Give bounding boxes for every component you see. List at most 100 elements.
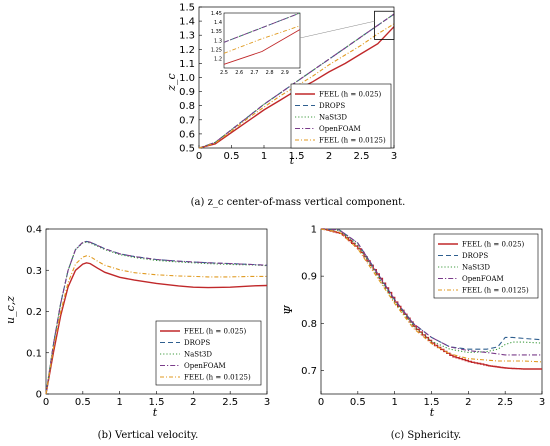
y-tick-label: 1.2 — [179, 45, 195, 56]
panel-b: 0 0.5 1 1.5 2 2.5 3 0 0.1 0.2 0.3 0.4 FEEL (h = 0.0… — [4, 225, 270, 442]
y-tick-label: 1.4 — [179, 17, 195, 28]
panel-c-ylabel: Ψ — [282, 305, 295, 315]
y-tick-label: 1.0 — [179, 73, 195, 84]
panel-a-xlabel: t — [290, 154, 295, 167]
y-tick-label: 0.8 — [301, 319, 317, 330]
series-line — [321, 228, 542, 370]
inset-series-line — [223, 29, 301, 65]
inset-x-tick: 3 — [298, 70, 301, 76]
legend-label: OpenFOAM — [462, 275, 504, 283]
panel-b-ticks: 0 0.5 1 1.5 2 2.5 3 0 0.1 0.2 0.3 0.4 — [26, 225, 270, 409]
inset-y-tick: 1.3 — [214, 38, 222, 44]
legend-label: FEEL (h = 0.025) — [462, 241, 525, 249]
y-tick-label: 0.9 — [301, 272, 317, 283]
y-tick-label: 0.2 — [26, 307, 42, 318]
series-line — [198, 23, 395, 149]
panel-c: 0 0.5 1 1.5 2 2.5 3 0.7 0.8 0.9 1 FEEL (h = 0.025)… — [282, 225, 545, 442]
legend-label: DROPS — [319, 102, 345, 110]
legend-label: DROPS — [184, 339, 210, 347]
inset-x-tick: 2.9 — [281, 70, 289, 76]
inset-y-tick: 1.4 — [214, 20, 222, 26]
x-tick-label: 3 — [391, 151, 397, 162]
panel-c-legend: FEEL (h = 0.025) DROPS NaSt3D OpenFOAM FEEL … — [433, 233, 539, 299]
y-tick-label: 1.3 — [179, 31, 195, 42]
y-tick-label: 0.8 — [179, 101, 195, 112]
panel-c-caption: (c) Sphericity. — [391, 430, 462, 441]
x-tick-label: 3 — [264, 397, 270, 408]
x-tick-label: 1.5 — [149, 397, 165, 408]
series-line — [320, 228, 542, 356]
x-tick-label: 1.5 — [289, 151, 305, 162]
legend-label: NaSt3D — [184, 351, 212, 359]
x-tick-label: 2 — [465, 397, 471, 408]
x-tick-label: 0.5 — [75, 397, 91, 408]
y-tick-label: 0 — [36, 390, 42, 401]
panel-b-caption: (b) Vertical velocity. — [98, 430, 199, 441]
x-tick-label: 2 — [326, 151, 332, 162]
x-tick-label: 1 — [116, 397, 122, 408]
x-tick-label: 0 — [196, 151, 202, 162]
x-tick-label: 1 — [391, 397, 397, 408]
series-line — [45, 255, 267, 395]
legend-label: FEEL (h = 0.0125) — [184, 374, 251, 382]
x-tick-label: 3 — [539, 397, 545, 408]
zoom-connector — [299, 20, 375, 39]
x-tick-label: 2.5 — [497, 397, 513, 408]
x-tick-label: 2.5 — [222, 397, 238, 408]
series-line — [198, 13, 395, 149]
x-tick-label: 0.5 — [224, 151, 240, 162]
series-line — [45, 240, 268, 395]
legend-label: NaSt3D — [319, 114, 347, 122]
x-tick-label: 1 — [261, 151, 267, 162]
y-tick-label: 0.7 — [179, 115, 195, 126]
panel-c-xlabel: t — [430, 406, 435, 419]
y-tick-label: 0.7 — [301, 366, 317, 377]
y-tick-label: 0.5 — [179, 144, 195, 155]
x-tick-label: 0.5 — [350, 397, 366, 408]
inset-x-tick: 2.8 — [266, 70, 274, 76]
inset-y-tick: 1.25 — [211, 47, 222, 53]
zoom-box — [374, 10, 395, 40]
inset-x-tick: 2.5 — [220, 70, 228, 76]
panel-b-series — [45, 240, 268, 395]
panel-a-ticks: 0 0.5 1 1.5 2 2.5 30.50.60.70.80.91.01.11.21.3… — [179, 3, 397, 163]
inset-frame — [223, 12, 301, 69]
y-tick-label: 0.3 — [26, 266, 42, 277]
y-tick-label: 0.6 — [179, 129, 195, 140]
panel-a-legend: FEEL (h = 0.025) DROPS NaSt3D OpenFOAM FEEL … — [290, 83, 392, 149]
panel-a-caption: (a) z_c center-of-mass vertical componen… — [191, 197, 406, 208]
y-tick-label: 1 — [311, 225, 317, 236]
x-tick-label: 0 — [318, 397, 324, 408]
legend-label: OpenFOAM — [319, 125, 361, 133]
x-tick-label: 2.5 — [354, 151, 370, 162]
series-line — [198, 13, 395, 149]
panel-a-inset: 2.5 2.6 2.7 2.8 2.9 3 1.2 1.25 1.3 1.35 1.4 1.45 — [211, 10, 395, 76]
panel-b-ylabel: u_c,z — [4, 296, 17, 324]
x-tick-label: 1.5 — [424, 397, 440, 408]
y-tick-label: 0.4 — [26, 225, 42, 236]
y-tick-label: 0.9 — [179, 87, 195, 98]
y-tick-label: 0.1 — [26, 348, 42, 359]
panel-a-ylabel: z_c — [165, 73, 178, 91]
legend-label: FEEL (h = 0.025) — [319, 91, 382, 99]
panel-b-xlabel: t — [153, 406, 158, 419]
inset-series-line — [223, 12, 301, 43]
panel-c-series — [320, 228, 543, 370]
inset-y-tick: 1.35 — [211, 29, 222, 35]
inset-y-tick: 1.45 — [211, 11, 222, 17]
legend-label: NaSt3D — [462, 264, 490, 272]
inset-y-tick: 1.2 — [214, 57, 222, 63]
legend-label: FEEL (h = 0.025) — [184, 328, 247, 336]
inset-x-tick: 2.7 — [250, 70, 258, 76]
panel-c-ticks: 0 0.5 1 1.5 2 2.5 3 0.7 0.8 0.9 1 — [301, 225, 545, 409]
legend-label: FEEL (h = 0.0125) — [319, 137, 386, 145]
x-tick-label: 2 — [190, 397, 196, 408]
legend-label: FEEL (h = 0.0125) — [462, 287, 529, 295]
series-line — [45, 262, 268, 395]
series-line — [320, 228, 543, 363]
y-tick-label: 1.1 — [179, 59, 195, 70]
legend-label: OpenFOAM — [184, 362, 226, 370]
inset-x-tick: 2.6 — [235, 70, 243, 76]
y-tick-label: 1.5 — [179, 3, 195, 14]
